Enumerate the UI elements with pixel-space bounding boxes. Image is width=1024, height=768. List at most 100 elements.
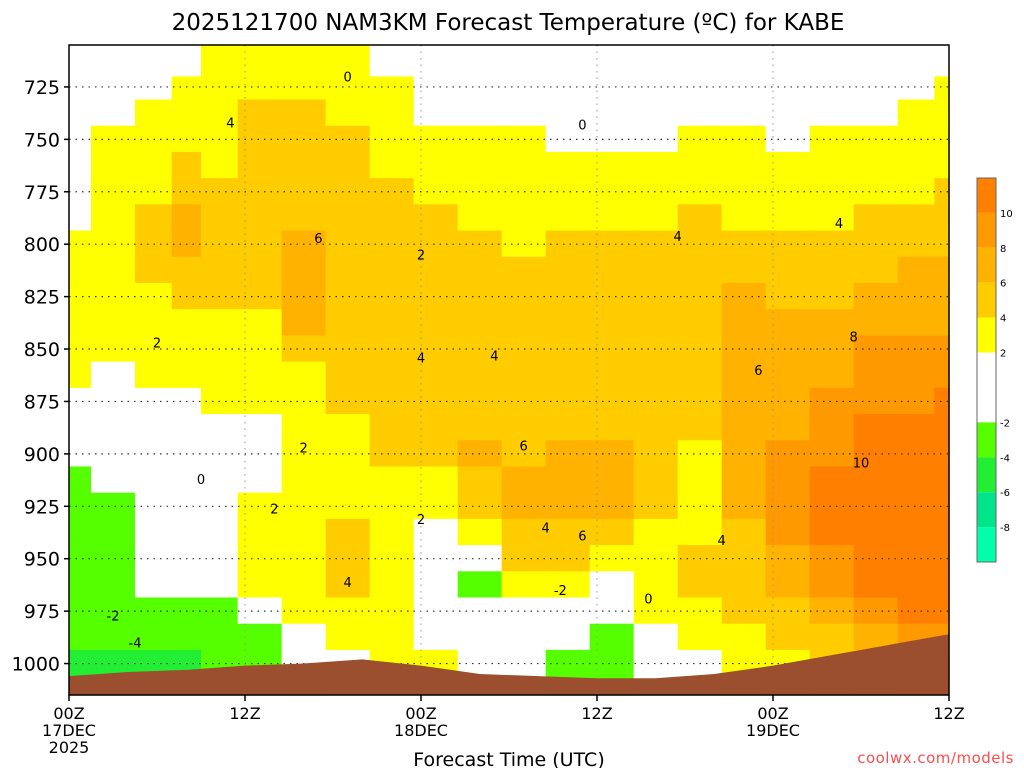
temperature-cell: [91, 414, 136, 441]
temperature-cell: [934, 545, 950, 572]
temperature-cell: [677, 76, 723, 101]
temperature-cell: [765, 309, 811, 337]
y-tick-label: 775: [24, 182, 60, 204]
terrain-ground: [69, 634, 949, 695]
temperature-cell: [501, 387, 547, 415]
temperature-cell: [677, 466, 723, 494]
temperature-cell: [809, 99, 855, 127]
temperature-cell: [237, 99, 283, 127]
temperature-cell: [897, 387, 935, 415]
y-tick-label: 875: [24, 391, 60, 413]
temperature-cell: [934, 309, 950, 337]
credit-text: coolwx.com/models: [857, 749, 1014, 767]
temperature-cell: [369, 518, 415, 546]
temperature-cell: [897, 440, 935, 468]
temperature-cell: [91, 623, 136, 651]
temperature-cell: [934, 597, 950, 625]
colorbar-band: [977, 492, 996, 528]
temperature-cell: [853, 151, 899, 179]
temperature-cell: [237, 597, 283, 625]
temperature-cell: [809, 230, 855, 258]
temperature-cell: [721, 282, 767, 310]
temperature-cell: [934, 99, 950, 127]
temperature-cell: [633, 571, 679, 599]
temperature-cell: [897, 178, 935, 205]
temperature-cell: [69, 361, 92, 389]
contour-label: 8: [850, 330, 858, 345]
temperature-cell: [765, 45, 811, 78]
temperature-cell: [897, 76, 935, 101]
temperature-cell: [237, 387, 283, 415]
contour-label: -2: [554, 584, 567, 599]
contour-label: 6: [314, 232, 322, 247]
temperature-cell: [677, 45, 723, 78]
temperature-cell: [545, 76, 591, 101]
temperature-cell: [633, 335, 679, 363]
temperature-cell: [201, 151, 239, 179]
temperature-cell: [171, 76, 202, 101]
temperature-cell: [677, 518, 723, 546]
temperature-cell: [91, 309, 136, 337]
colorbar-band: [977, 247, 996, 283]
temperature-cell: [677, 623, 723, 651]
temperature-cell: [589, 309, 635, 337]
temperature-cell: [237, 440, 283, 468]
temperature-cell: [677, 414, 723, 441]
temperature-cell: [237, 623, 283, 651]
temperature-cell: [201, 623, 239, 651]
temperature-cell: [721, 623, 767, 651]
temperature-cell: [325, 125, 371, 153]
temperature-cell: [201, 466, 239, 494]
colorbar-frame: [976, 177, 997, 563]
temperature-cell: [501, 492, 547, 520]
colorbar-tick-label: 8: [1000, 244, 1006, 255]
temperature-cell: [413, 309, 459, 337]
temperature-cell: [589, 545, 635, 572]
temperature-cell: [69, 76, 92, 101]
temperature-cell: [501, 545, 547, 572]
colorbar-band: [977, 282, 996, 318]
temperature-cell: [325, 204, 371, 232]
temperature-cell: [69, 623, 92, 651]
temperature-cell: [589, 571, 635, 599]
temperature-cell: [413, 414, 459, 441]
temperature-cell: [633, 597, 679, 625]
temperature-cell: [853, 256, 899, 284]
temperature-cell: [589, 623, 635, 651]
temperature-cell: [809, 361, 855, 389]
temperature-cell: [237, 361, 283, 389]
temperature-cell: [325, 361, 371, 389]
temperature-cell: [545, 256, 591, 284]
temperature-cell: [765, 151, 811, 179]
temperature-cell: [677, 571, 723, 599]
temperature-cell: [545, 518, 591, 546]
temperature-cell: [171, 571, 202, 599]
contour-label: 0: [197, 473, 205, 488]
temperature-cell: [633, 178, 679, 205]
temperature-cell: [633, 440, 679, 468]
colorbar-tick-label: 2: [1000, 349, 1006, 360]
temperature-cell: [633, 649, 679, 677]
contour-label: 4: [674, 230, 682, 245]
temperature-cell: [237, 230, 283, 258]
temperature-cell: [69, 597, 92, 625]
temperature-cell: [91, 256, 136, 284]
contour-label: 6: [754, 364, 762, 379]
temperature-cell: [171, 309, 202, 337]
x-tick-date: 17DEC: [42, 721, 96, 740]
temperature-cell: [501, 178, 547, 205]
temperature-cell: [765, 623, 811, 651]
temperature-cell: [809, 178, 855, 205]
temperature-cell: [369, 492, 415, 520]
temperature-cell: [721, 361, 767, 389]
temperature-cell: [413, 204, 459, 232]
temperature-cell: [765, 256, 811, 284]
temperature-cell: [413, 466, 459, 494]
contour-label: 10: [853, 456, 870, 471]
temperature-cell: [934, 440, 950, 468]
temperature-cell: [809, 387, 855, 415]
temperature-cell: [765, 545, 811, 572]
contour-label: 0: [644, 593, 652, 608]
temperature-cell: [171, 466, 202, 494]
temperature-cell: [589, 99, 635, 127]
